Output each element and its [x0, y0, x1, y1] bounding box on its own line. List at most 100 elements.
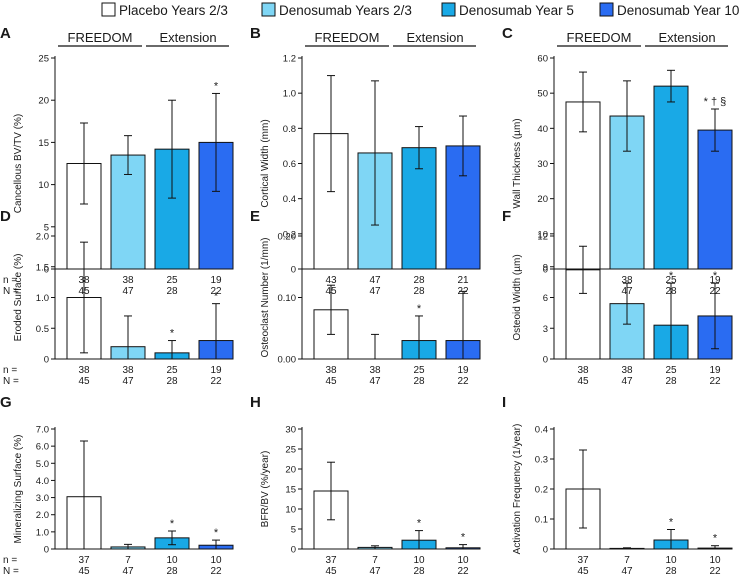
n-value: 19 [709, 275, 721, 286]
y-tick-label: 0 [543, 265, 548, 276]
significance-marker: * [713, 533, 718, 545]
y-tick-label: 0.1 [535, 515, 548, 526]
legend-label-1: Placebo Years 2/3 [119, 3, 228, 18]
N-value: 22 [709, 376, 721, 387]
N-row-label: N = [3, 376, 19, 387]
significance-marker: * [669, 517, 674, 529]
y-tick-label: 15 [38, 138, 49, 149]
N-value: 47 [621, 566, 633, 576]
y-tick-label: 0 [543, 355, 548, 366]
extension-label: Extension [406, 30, 463, 45]
y-tick-label: 10 [285, 505, 296, 516]
y-tick-label: 0 [543, 545, 548, 556]
y-tick-label: 0 [291, 265, 296, 276]
significance-marker: * [669, 270, 674, 282]
panel-letter: D [0, 208, 11, 225]
y-tick-label: 0.3 [535, 455, 548, 466]
y-tick-label: 40 [537, 124, 548, 135]
significance-marker: * [417, 303, 422, 315]
N-value: 47 [122, 286, 134, 297]
y-tick-label: 3.0 [36, 493, 49, 504]
n-value: 10 [709, 555, 721, 566]
n-value: 10 [665, 555, 677, 566]
y-tick-label: 0 [44, 545, 49, 556]
y-axis-label: Eroded Surface (%) [13, 254, 24, 342]
N-value: 45 [78, 566, 90, 576]
legend-swatch-1 [101, 2, 116, 17]
y-tick-label: 0.5 [36, 324, 49, 335]
panel-letter: I [502, 394, 506, 411]
N-value: 28 [166, 566, 178, 576]
N-value: 22 [210, 376, 222, 387]
y-tick-label: 0.6 [283, 159, 296, 170]
n-value: 25 [166, 275, 178, 286]
y-tick-label: 1.0 [283, 89, 296, 100]
y-tick-label: 30 [537, 159, 548, 170]
n-value: 10 [166, 555, 178, 566]
significance-marker: * [214, 527, 219, 539]
n-value: 38 [78, 365, 90, 376]
y-tick-label: 20 [285, 465, 296, 476]
y-tick-label: 0 [291, 545, 296, 556]
panel-letter: F [502, 208, 511, 225]
y-tick-label: 5.0 [36, 459, 49, 470]
y-tick-label: 2.0 [36, 510, 49, 521]
n-value: 21 [457, 275, 469, 286]
n-value: 25 [665, 275, 677, 286]
y-tick-label: 2.0 [36, 232, 49, 243]
y-axis-label: Cancellous BV/TV (%) [13, 114, 24, 213]
n-value: 19 [210, 365, 222, 376]
panel-letter: H [250, 394, 261, 411]
y-tick-label: 50 [537, 89, 548, 100]
panel-letter: C [502, 25, 513, 42]
n-value: 37 [577, 555, 589, 566]
bar-3 [653, 85, 689, 270]
y-tick-label: 12 [537, 232, 548, 243]
y-tick-label: 25 [285, 445, 296, 456]
n-value: 28 [413, 275, 425, 286]
y-tick-label: 0.20 [278, 232, 297, 243]
n-value: 25 [665, 365, 677, 376]
significance-marker: * [170, 518, 175, 530]
y-tick-label: 0.00 [278, 355, 297, 366]
n-value: 37 [78, 555, 90, 566]
N-value: 28 [413, 566, 425, 576]
N-value: 45 [577, 566, 589, 576]
y-tick-label: 7.0 [36, 425, 49, 436]
panel-letter: G [0, 394, 12, 411]
n-row-label: n = [3, 365, 17, 376]
significance-marker: * † § [704, 96, 727, 108]
significance-marker: * [461, 532, 466, 544]
n-value: 38 [122, 365, 134, 376]
y-tick-label: 1.0 [36, 527, 49, 538]
N-value: 47 [621, 376, 633, 387]
y-axis-label: BFR/BV (%/year) [260, 451, 271, 528]
legend-label-2: Denosumab Years 2/3 [279, 3, 412, 18]
N-value: 45 [325, 376, 337, 387]
y-tick-label: 6.0 [36, 442, 49, 453]
n-row-label: n = [3, 555, 17, 566]
n-value: 7 [624, 555, 630, 566]
N-value: 47 [369, 376, 381, 387]
y-tick-label: 0 [44, 265, 49, 276]
n-value: 19 [457, 365, 469, 376]
bar-2 [110, 154, 146, 270]
N-value: 45 [577, 376, 589, 387]
panel-letter: E [250, 208, 260, 225]
legend-label-4: Denosumab Year 10 [617, 3, 739, 18]
y-tick-label: 10 [38, 180, 49, 191]
n-value: 19 [709, 365, 721, 376]
y-tick-label: 1.5 [36, 262, 49, 273]
y-tick-label: 20 [38, 96, 49, 107]
y-tick-label: 0.2 [535, 485, 548, 496]
legend-label-3: Denosumab Year 5 [459, 3, 574, 18]
y-axis-label: Wall Thickness (µm) [512, 118, 523, 208]
n-row-label: n = [3, 275, 17, 286]
panel-letter: A [0, 25, 11, 42]
freedom-label: FREEDOM [567, 30, 632, 45]
